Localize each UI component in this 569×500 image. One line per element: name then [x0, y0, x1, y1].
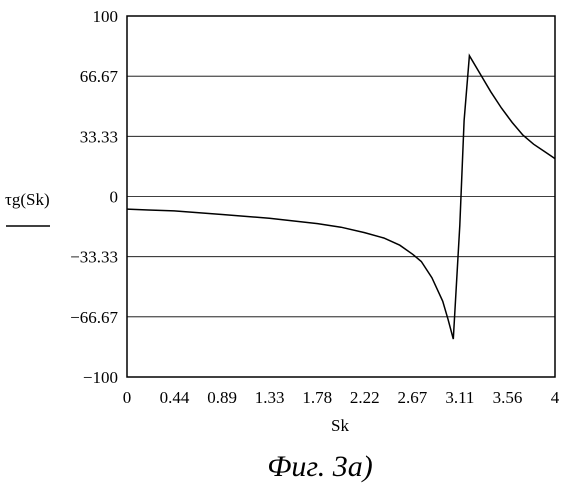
- x-tick-label: 1.78: [302, 388, 332, 407]
- grid: [127, 75, 555, 318]
- x-tick-label: 0.89: [207, 388, 237, 407]
- plot-frame: [126, 15, 556, 378]
- figure-caption: Фиг. 3а): [267, 450, 372, 483]
- y-tick-label: 100: [93, 7, 119, 26]
- x-tick-labels: 0 0.44 0.89 1.33 1.78 2.22 2.67 3.11 3.56 4: [123, 388, 560, 407]
- series-line: [126, 53, 556, 340]
- x-tick-label: 4: [551, 388, 560, 407]
- y-tick-label: 33.33: [80, 127, 118, 146]
- x-tick-label: 0.44: [160, 388, 190, 407]
- x-tick-label: 3.11: [445, 388, 474, 407]
- x-axis-label: Sk: [331, 416, 349, 435]
- y-tick-label: −66.67: [70, 308, 118, 327]
- y-tick-label: 66.67: [80, 67, 119, 86]
- y-tick-label: 0: [110, 188, 119, 207]
- y-axis-label: τg(Sk): [5, 190, 50, 209]
- x-tick-label: 1.33: [255, 388, 285, 407]
- x-tick-label: 2.22: [350, 388, 380, 407]
- y-tick-labels: 100 66.67 33.33 0 −33.33 −66.67 −100: [70, 7, 118, 387]
- y-tick-label: −100: [83, 368, 118, 387]
- y-tick-label: −33.33: [70, 248, 118, 267]
- x-tick-label: 2.67: [397, 388, 427, 407]
- x-tick-label: 3.56: [493, 388, 523, 407]
- x-tick-label: 0: [123, 388, 132, 407]
